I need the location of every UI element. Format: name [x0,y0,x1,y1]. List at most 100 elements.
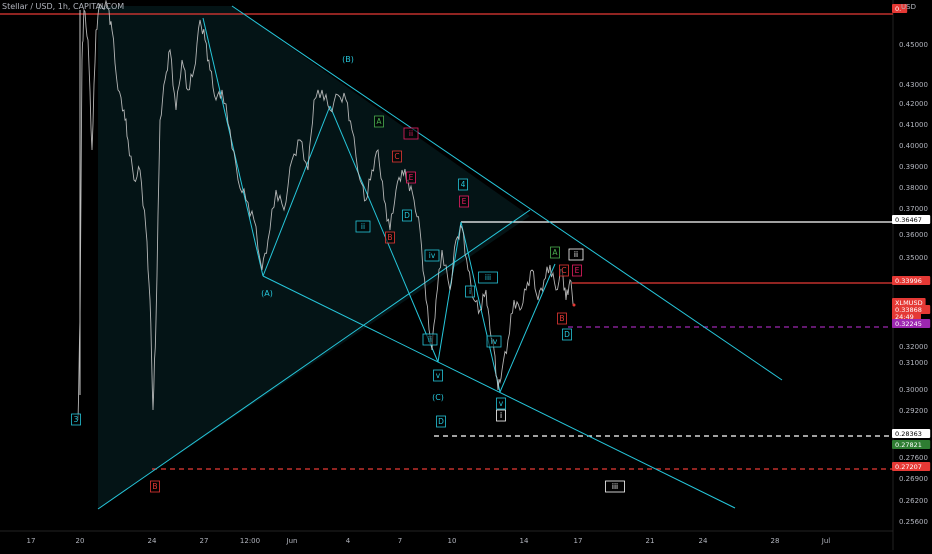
wave-label: E [575,266,580,275]
price-tick-label: 0.29200 [899,407,928,415]
price-tick-label: 0.37000 [899,205,928,213]
time-tick-label: 12:00 [240,537,260,545]
wave-label: E [462,197,467,206]
price-label: 0.27207 [895,463,922,471]
wave-label: A [552,248,558,257]
pattern-line [262,275,736,509]
wave-label: C [561,266,566,275]
price-label: XLMUSD [895,299,923,307]
price-label: 0.36467 [895,216,922,224]
wave-label-box [355,220,371,233]
price-tick-label: 0.32000 [899,343,928,351]
time-tick-label: 17 [574,537,583,545]
wave-label: 4 [461,180,466,189]
wave-label-box [150,480,160,493]
price-label: 0.28363 [895,430,922,438]
wave-label-box [458,178,468,191]
price-tick-label: 0.31000 [899,359,928,367]
pattern-line [202,17,264,277]
time-tick-label: 20 [76,537,85,545]
wave-label: ii [428,335,432,344]
price-label-bg [892,462,931,471]
wave-label: (B) [342,55,354,64]
wave-label-box [433,369,443,382]
price-label-bg [892,440,931,449]
wave-label: ii [361,222,365,231]
wave-label: i [500,411,502,420]
time-tick-label: 17 [27,537,36,545]
price-tick-label: 0.35000 [899,254,928,262]
wave-label-box [385,231,395,244]
wave-label-box [496,409,506,422]
pattern-line [437,221,462,363]
wave-label: ii [574,250,578,259]
wave-label-box [71,413,81,426]
price-label-bg [892,312,921,321]
pattern-line [231,5,783,381]
wave-label: iii [485,273,491,282]
wave-label-box [465,285,475,298]
price-tick-label: 0.26200 [899,497,928,505]
pattern-line [499,263,556,393]
wave-label: B [559,314,564,323]
wave-label: D [404,211,410,220]
wave-label-box [424,249,440,262]
price-label: 0.33996 [895,277,922,285]
price-tick-label: 0.39000 [899,163,928,171]
wave-label: v [436,371,441,380]
wave-label: D [564,330,570,339]
wave-label-box [559,264,569,277]
wave-label: C [394,152,399,161]
price-tick-label: 0.38000 [899,184,928,192]
triangle-fill [98,6,530,509]
wave-label: E [409,173,414,182]
price-tick-label: 0.40000 [899,142,928,150]
time-tick-label: 28 [771,537,780,545]
price-label-bg [892,276,931,285]
price-tick-label: 0.43000 [899,81,928,89]
wave-label: iv [491,337,498,346]
wave-label-box [550,246,560,259]
wave-label-box [562,328,572,341]
wave-label: ii [409,129,413,138]
price-label-bg [892,429,931,438]
chart-title: Stellar / USD, 1h, CAPITALCOM [2,2,125,11]
pattern-line [329,105,439,363]
price-tick-label: 0.30000 [899,386,928,394]
wave-label: 3 [74,415,79,424]
wave-label: (A) [261,289,273,298]
time-tick-label: 24 [148,537,157,545]
wave-label-box [422,333,438,346]
wave-label: i [469,287,471,296]
price-label: 0.27821 [895,441,922,449]
price-label-bg [892,319,931,328]
price-label-bg [892,4,908,13]
price-label: 0.32245 [895,320,922,328]
wave-label-box [459,195,469,208]
wave-label: (C) [432,393,444,402]
wave-label: iii [612,482,618,491]
wave-label: v [499,399,504,408]
pattern-line [460,221,501,393]
last-price-dot [572,303,576,307]
wave-label-box [403,127,419,140]
time-tick-label: 14 [520,537,529,545]
price-label: 0.33868 [895,306,922,314]
time-tick-label: 24 [699,537,708,545]
price-tick-label: 0.41000 [899,121,928,129]
wave-label: D [438,417,444,426]
wave-label-box [374,115,384,128]
wave-label-box [406,171,416,184]
price-label-bg [892,305,931,314]
price-tick-label: 0.27600 [899,454,928,462]
wave-label-box [605,480,625,493]
pattern-line [262,105,331,277]
time-tick-label: 4 [346,537,351,545]
currency-label: USD [901,3,916,11]
price-label: 0. [895,5,901,13]
wave-label-box [478,271,498,284]
wave-label-box [557,312,567,325]
wave-label-box [402,209,412,222]
